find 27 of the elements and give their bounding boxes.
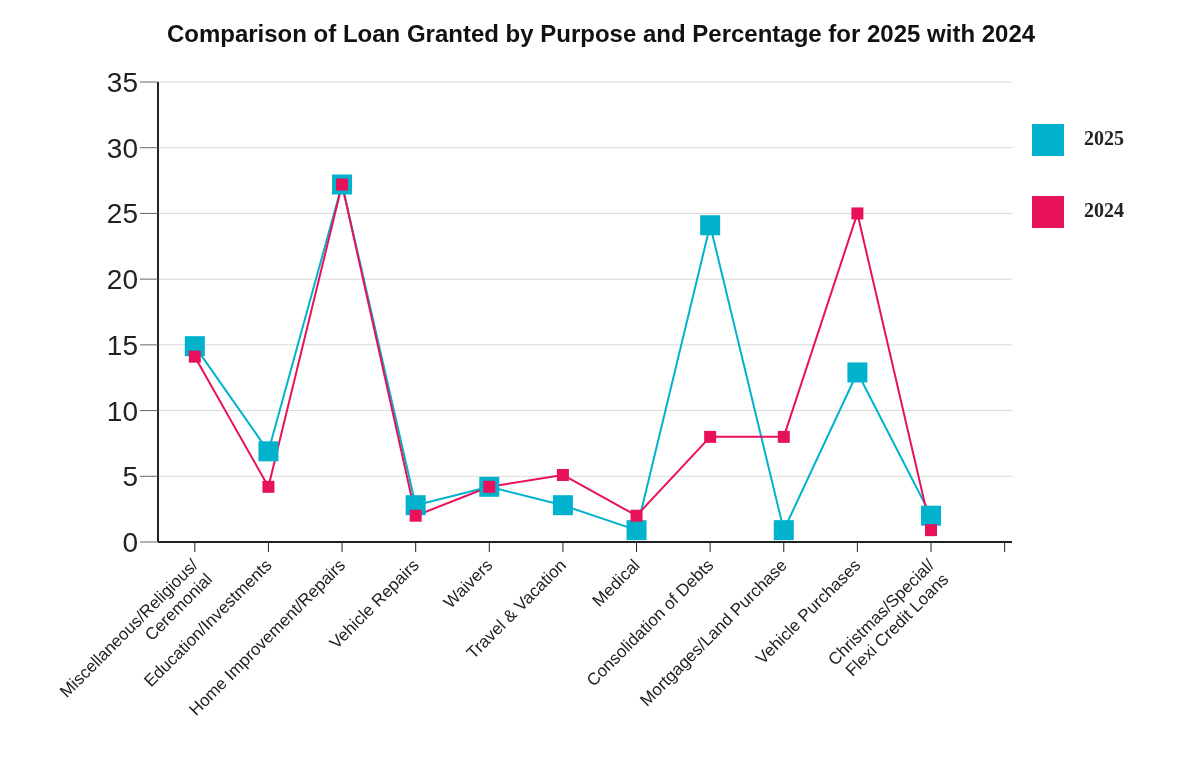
legend-label: 2024 xyxy=(1084,199,1124,221)
y-tick-label: 5 xyxy=(122,461,138,493)
point xyxy=(847,362,868,383)
y-tick-label: 30 xyxy=(106,132,138,164)
point xyxy=(777,430,790,443)
chart-title: Comparison of Loan Granted by Purpose and Percentage for 2025 with 2024 xyxy=(165,20,1037,48)
y-tick-label: 15 xyxy=(106,329,138,361)
point xyxy=(700,215,721,236)
y-tick-label: 10 xyxy=(106,395,138,427)
point xyxy=(262,480,275,493)
point xyxy=(921,505,942,526)
point xyxy=(851,207,864,220)
point xyxy=(552,495,573,516)
y-tick-label: 0 xyxy=(122,526,138,558)
y-tick-label: 25 xyxy=(106,198,138,230)
point xyxy=(773,520,794,541)
point xyxy=(188,350,201,363)
point xyxy=(258,441,279,462)
point xyxy=(704,430,717,443)
y-tick-label: 20 xyxy=(106,264,138,296)
point xyxy=(626,520,647,541)
point xyxy=(556,468,569,481)
legend-label: 2025 xyxy=(1084,127,1124,149)
point xyxy=(925,524,938,537)
point xyxy=(409,509,422,522)
y-tick-label: 35 xyxy=(106,66,138,98)
point xyxy=(630,509,643,522)
